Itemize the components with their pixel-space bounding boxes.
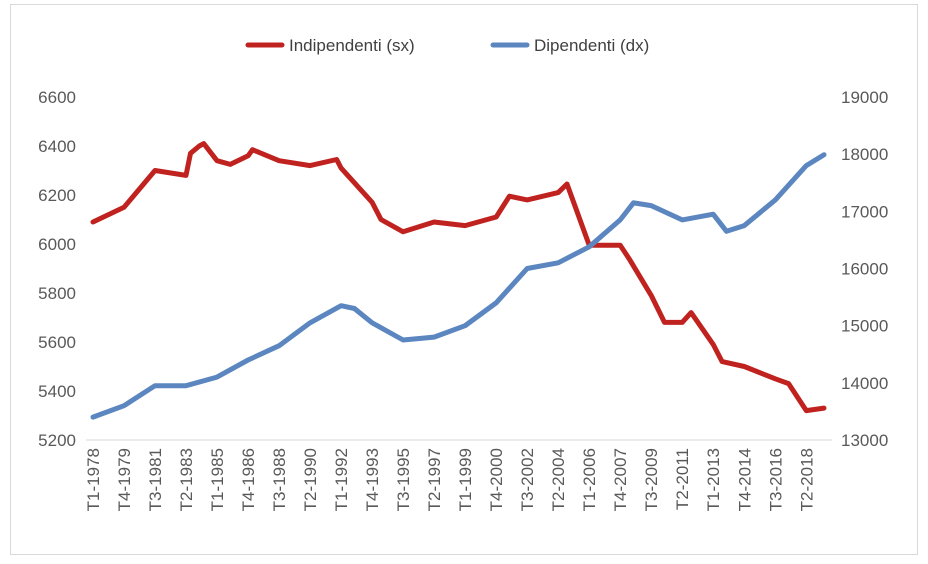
y-right-tick-label: 18000 [841,145,888,164]
x-tick-label: T2-1990 [301,448,320,511]
series-line-dipendenti [90,152,827,420]
x-tick-label: T2-2004 [549,448,568,511]
x-tick-label: T4-2007 [611,448,630,511]
x-tick-label: T4-2000 [487,448,506,511]
x-tick-label: T4-2014 [735,448,754,511]
x-tick-label: T3-2002 [518,448,537,511]
x-tick-label: T1-1999 [456,448,475,511]
y-right-tick-label: 14000 [841,374,888,393]
y-left-tick-label: 5200 [38,431,76,450]
y-right-tick-label: 13000 [841,431,888,450]
x-tick-label: T2-1997 [425,448,444,511]
y-left-tick-label: 5800 [38,284,76,303]
x-tick-label: T1-2006 [580,448,599,511]
y-right-tick-label: 17000 [841,202,888,221]
y-left-tick-label: 6200 [38,186,76,205]
y-left-tick-label: 5400 [38,382,76,401]
x-tick-label: T3-1988 [270,448,289,511]
x-tick-label: T2-2011 [673,448,692,510]
y-right-tick-label: 16000 [841,260,888,279]
x-tick-label: T4-1986 [239,448,258,511]
y-left-tick-label: 6400 [38,137,76,156]
y-right-tick-label: 15000 [841,317,888,336]
x-tick-label: T3-2009 [642,448,661,511]
chart-frame [10,4,918,555]
legend-label-indipendenti: Indipendenti (sx) [289,36,415,55]
y-left-tick-label: 6600 [38,88,76,107]
x-tick-label: T1-1992 [332,448,351,511]
x-tick-label: T1-2013 [704,448,723,511]
legend-label-dipendenti: Dipendenti (dx) [534,36,649,55]
series-line-indipendenti [90,141,827,414]
y-left-tick-label: 6000 [38,235,76,254]
plot-area [90,141,827,420]
x-axis: T1-1978 T4-1979 T3-1981 T2-1983 T1-1985 T4-19… [84,448,816,511]
left-y-axis: 5200 5400 5600 5800 6000 6200 6400 6600 [38,88,76,450]
x-tick-label: T4-1993 [363,448,382,511]
x-tick-label: T4-1979 [115,448,134,511]
x-tick-label: T3-1995 [394,448,413,511]
y-left-tick-label: 5600 [38,333,76,352]
legend: Indipendenti (sx) Dipendenti (dx) [245,36,649,55]
y-right-tick-label: 19000 [841,88,888,107]
x-tick-label: T1-1985 [208,448,227,511]
x-tick-label: T1-1978 [84,448,103,511]
x-tick-label: T3-1981 [146,448,165,511]
right-y-axis: 13000 14000 15000 16000 17000 18000 19000 [841,88,888,450]
x-tick-label: T2-2018 [797,448,816,511]
x-tick-label: T3-2016 [766,448,785,511]
x-tick-label: T2-1983 [177,448,196,511]
